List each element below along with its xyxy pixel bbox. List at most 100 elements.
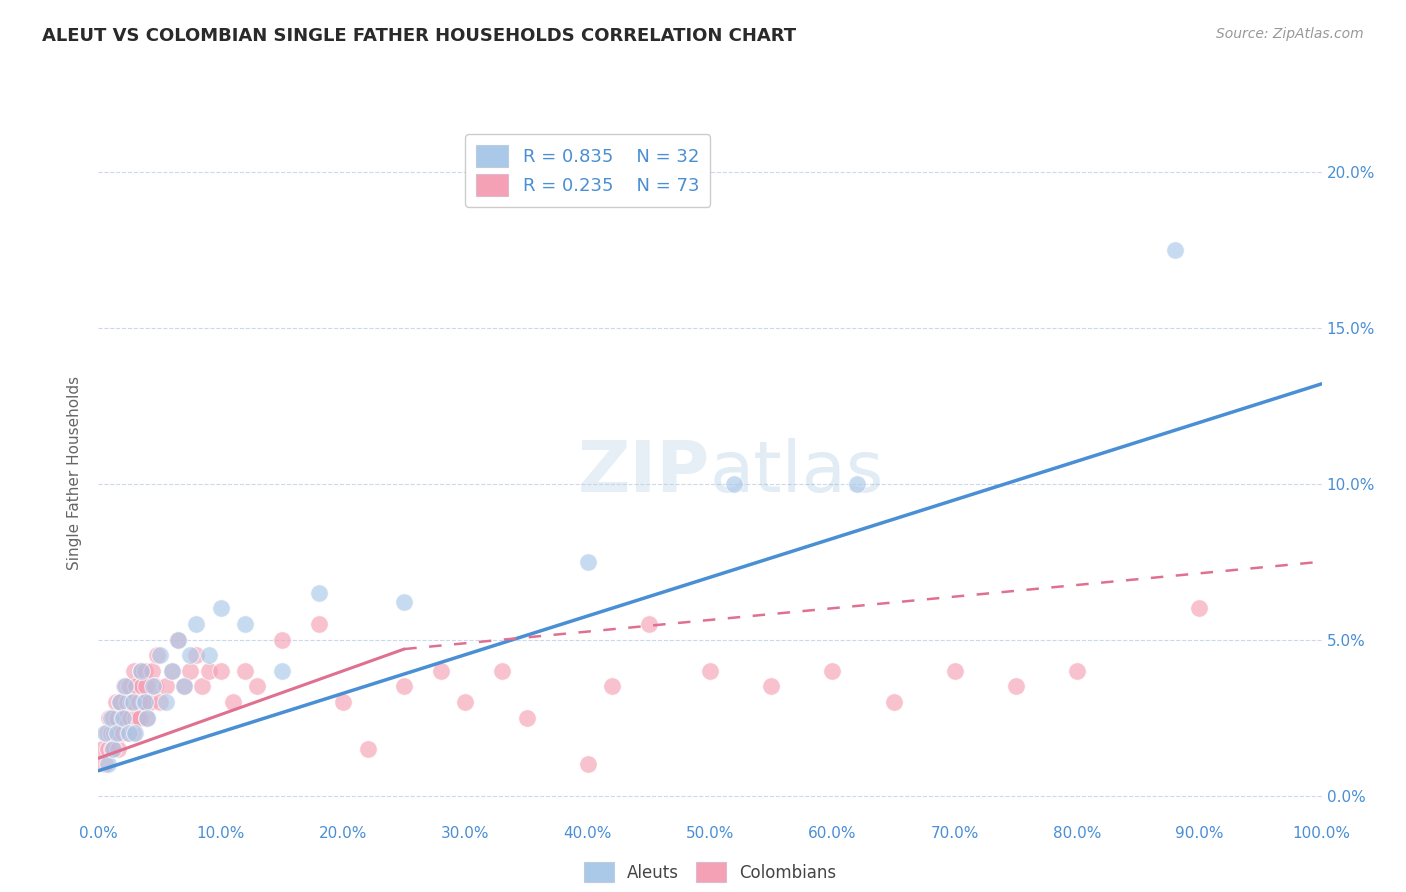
Text: atlas: atlas [710,438,884,508]
Y-axis label: Single Father Households: Single Father Households [67,376,83,570]
Point [114,680,136,694]
Point [141,664,163,678]
Point [1164,243,1187,257]
Point [173,680,195,694]
Point [124,726,146,740]
Point [149,648,172,663]
Point [103,726,125,740]
Point [121,695,143,709]
Point [197,664,219,678]
Point [167,632,190,647]
Point [1066,664,1088,678]
Point [107,742,129,756]
Point [122,664,145,678]
Point [101,742,124,756]
Point [699,664,721,678]
Point [125,680,148,694]
Point [143,680,166,694]
Point [136,711,159,725]
Point [197,648,219,663]
Point [149,695,172,709]
Point [101,711,124,725]
Point [98,711,121,725]
Point [108,726,131,740]
Point [129,711,152,725]
Point [142,680,165,694]
Point [111,711,134,725]
Point [100,711,122,725]
Point [100,726,122,740]
Point [146,648,169,663]
Point [127,711,149,725]
Point [135,680,157,694]
Point [430,664,453,678]
Point [515,711,537,725]
Point [93,726,115,740]
Point [131,680,153,694]
Point [111,711,134,725]
Text: Source: ZipAtlas.com: Source: ZipAtlas.com [1216,27,1364,41]
Point [115,695,138,709]
Point [576,757,599,772]
Point [118,680,141,694]
Point [1188,601,1211,615]
Point [129,664,152,678]
Point [101,742,124,756]
Point [93,757,115,772]
Point [332,695,354,709]
Point [128,695,150,709]
Point [160,664,183,678]
Point [454,695,477,709]
Point [186,648,208,663]
Point [160,664,183,678]
Point [132,695,155,709]
Point [97,742,120,756]
Point [139,695,162,709]
Point [821,664,844,678]
Point [179,648,201,663]
Point [761,680,783,694]
Point [105,711,128,725]
Point [356,742,378,756]
Point [600,680,623,694]
Point [134,695,156,709]
Point [120,711,142,725]
Point [270,664,294,678]
Point [576,555,599,569]
Point [845,476,868,491]
Point [308,617,330,632]
Point [91,742,114,756]
Point [638,617,661,632]
Point [117,726,139,740]
Point [155,680,177,694]
Point [105,726,128,740]
Point [118,726,141,740]
Point [723,476,745,491]
Point [110,695,132,709]
Point [110,695,132,709]
Point [883,695,905,709]
Point [111,726,134,740]
Point [173,680,195,694]
Legend: Aleuts, Colombians: Aleuts, Colombians [576,855,844,888]
Point [155,695,177,709]
Point [209,664,232,678]
Point [134,664,156,678]
Point [104,695,127,709]
Point [121,726,143,740]
Point [491,664,513,678]
Point [129,664,152,678]
Point [112,680,135,694]
Point [96,726,118,740]
Point [308,586,330,600]
Point [209,601,232,615]
Point [943,664,966,678]
Point [120,695,142,709]
Text: ZIP: ZIP [578,438,710,508]
Point [179,664,201,678]
Point [186,617,208,632]
Point [270,632,294,647]
Point [167,632,190,647]
Point [114,711,136,725]
Point [246,680,269,694]
